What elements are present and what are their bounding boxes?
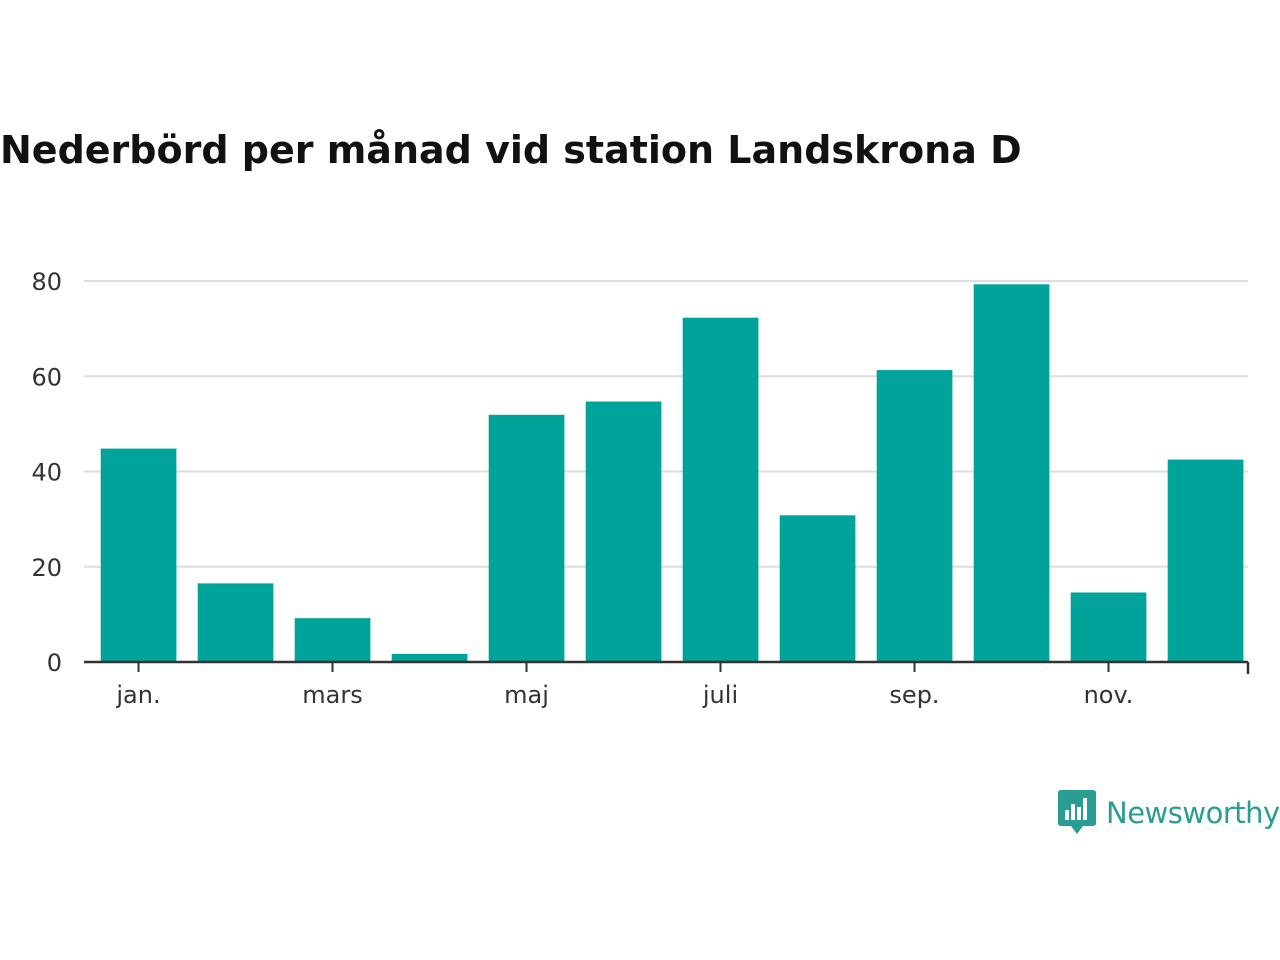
x-tick-label: juli bbox=[702, 681, 738, 709]
bar-nov. bbox=[1070, 592, 1147, 662]
bar-feb. bbox=[197, 583, 274, 662]
y-tick-label: 0 bbox=[47, 649, 62, 677]
y-tick-label: 20 bbox=[31, 554, 62, 582]
bar-jan. bbox=[100, 448, 177, 662]
bar-mars bbox=[294, 618, 371, 662]
bar-juli bbox=[682, 317, 759, 662]
y-tick-label: 60 bbox=[31, 363, 62, 391]
bars bbox=[100, 284, 1244, 662]
bar-maj bbox=[488, 414, 565, 662]
x-tick-label: maj bbox=[504, 681, 549, 709]
newsworthy-speech-bubble-bar-icon bbox=[1058, 790, 1096, 834]
bar-juni bbox=[585, 401, 662, 662]
grid-lines bbox=[84, 280, 1248, 568]
bar-aug. bbox=[779, 515, 856, 662]
bar-sep. bbox=[876, 370, 953, 662]
brand-name: Newsworthy bbox=[1106, 796, 1280, 830]
x-tick-label: mars bbox=[302, 681, 362, 709]
bar-april bbox=[391, 653, 468, 662]
x-tick-label: nov. bbox=[1084, 681, 1134, 709]
y-tick-label: 40 bbox=[31, 459, 62, 487]
y-tick-label: 80 bbox=[31, 268, 62, 296]
chart-title: Nederbörd per månad vid station Landskro… bbox=[0, 128, 1022, 172]
x-tick-label: jan. bbox=[115, 681, 160, 709]
axes: 0 20 40 60 80 jan. mars maj juli sep. nov. bbox=[31, 268, 1250, 709]
bar-dec. bbox=[1167, 459, 1244, 662]
x-tick-label: sep. bbox=[889, 681, 939, 709]
brand-logo: Newsworthy bbox=[1058, 790, 1280, 836]
bar-okt. bbox=[973, 284, 1050, 662]
